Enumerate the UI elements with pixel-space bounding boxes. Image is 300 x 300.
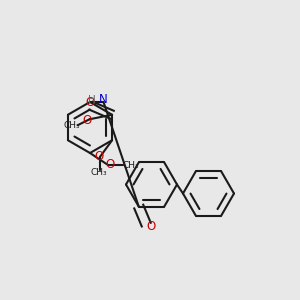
Text: CH₃: CH₃ (90, 168, 107, 177)
Text: N: N (99, 92, 108, 106)
Text: O: O (146, 220, 155, 232)
Text: O: O (82, 114, 92, 127)
Text: CH₃: CH₃ (122, 160, 139, 169)
Text: O: O (94, 150, 103, 163)
Text: H: H (88, 94, 96, 105)
Text: O: O (105, 158, 114, 172)
Text: CH₃: CH₃ (63, 121, 80, 130)
Text: O: O (85, 96, 94, 109)
